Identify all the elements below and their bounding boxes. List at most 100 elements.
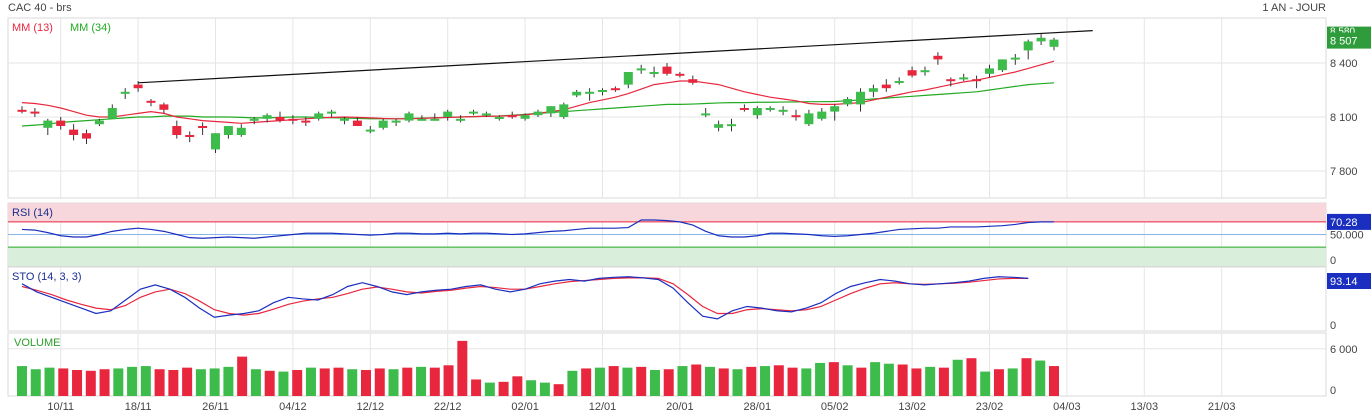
volume-bar <box>99 369 110 396</box>
candle-body <box>959 77 969 80</box>
volume-label: VOLUME <box>14 337 60 349</box>
candle-body <box>211 133 220 150</box>
volume-bar <box>361 370 371 396</box>
volume-bar <box>952 359 963 396</box>
candle-body <box>778 109 788 112</box>
candle-body <box>481 113 491 116</box>
volume-bar <box>828 362 839 396</box>
price-hidden-badge <box>1327 26 1371 37</box>
volume-bar <box>58 368 69 396</box>
volume-bar <box>815 362 826 396</box>
candle-body <box>378 120 388 128</box>
candle-body <box>856 91 865 105</box>
candle-body <box>649 72 659 74</box>
candle-body <box>610 88 620 91</box>
candle-body <box>249 118 259 121</box>
candle-body <box>340 118 349 121</box>
sto-label: STO (14, 3, 3) <box>12 271 82 283</box>
candle-body <box>275 117 285 121</box>
candle-body <box>430 118 440 121</box>
volume-bar <box>883 363 894 396</box>
candle-body <box>946 79 956 82</box>
candle-body <box>933 55 943 60</box>
candle-body <box>520 115 530 119</box>
volume-bar <box>498 381 509 396</box>
volume-bar <box>168 370 179 396</box>
volume-y-tick: 6 000 <box>1330 344 1358 356</box>
period-selector[interactable]: 1 AN - JOUR <box>1262 2 1326 14</box>
candle-body <box>223 126 233 135</box>
candle-body <box>185 135 195 137</box>
legend-ma13: MM (13) <box>12 22 53 34</box>
candle-body <box>494 117 504 119</box>
ma34-line <box>21 82 1055 127</box>
x-tick-label: 20/01 <box>666 401 694 413</box>
candle-body <box>198 126 208 128</box>
volume-bar <box>636 366 647 396</box>
price-last-value: 8 507 <box>1330 36 1358 48</box>
volume-bar <box>732 369 743 396</box>
volume-bar <box>581 368 592 396</box>
candle-body <box>314 113 324 119</box>
candle-body <box>985 68 994 74</box>
candle-body <box>752 108 762 116</box>
volume-bar <box>72 370 83 396</box>
candle-body <box>94 120 104 125</box>
volume-bar <box>663 369 674 396</box>
volume-bar <box>443 365 454 396</box>
candle-body <box>688 79 698 83</box>
candle-body <box>997 59 1007 71</box>
volume-bar <box>429 367 440 396</box>
rsi-line <box>21 219 1054 239</box>
volume-bar <box>870 362 881 396</box>
volume-bar <box>292 370 303 396</box>
volume-bar <box>319 368 330 396</box>
volume-bar <box>264 370 275 396</box>
sto-y-tick: 0 <box>1330 320 1336 332</box>
candle-body <box>727 124 736 127</box>
volume-bar <box>718 368 729 396</box>
volume-bar <box>773 365 784 396</box>
rsi-y-tick: 50.000 <box>1330 230 1364 242</box>
candle-body <box>17 109 27 112</box>
x-tick-label: 28/01 <box>744 401 772 413</box>
volume-y-tick: 0 <box>1330 385 1336 397</box>
panel-frame-sto <box>7 266 1327 332</box>
candle-body <box>69 129 79 135</box>
panel-frame-price <box>7 17 1327 199</box>
candle-body <box>159 104 169 110</box>
volume-bar <box>1049 366 1059 396</box>
volume-bar <box>1021 358 1032 396</box>
volume-bar <box>938 367 949 396</box>
x-tick-label: 02/01 <box>511 401 539 413</box>
trend-line <box>138 30 1093 84</box>
candle-body <box>469 111 478 114</box>
volume-bar <box>388 369 399 396</box>
volume-bar <box>250 369 261 396</box>
candle-body <box>585 91 595 94</box>
candle-body <box>120 91 130 94</box>
candle-body <box>301 120 311 123</box>
candle-body <box>404 113 414 121</box>
candle-body <box>172 126 182 135</box>
candle-body <box>714 124 724 128</box>
candle-body <box>765 108 775 110</box>
volume-bar <box>897 364 908 396</box>
volume-bar <box>993 369 1004 396</box>
volume-bar <box>402 367 413 396</box>
volume-bar <box>1035 360 1046 396</box>
rsi-label: RSI (14) <box>12 207 53 219</box>
rsi-y-tick: 0 <box>1330 255 1336 267</box>
volume-bar <box>471 379 482 396</box>
volume-bar <box>966 358 977 396</box>
x-tick-label: 18/11 <box>125 401 152 413</box>
candle-body <box>804 113 814 125</box>
volume-bar <box>553 384 564 396</box>
candle-body <box>327 111 337 114</box>
x-tick-label: 10/11 <box>47 401 74 413</box>
candle-body <box>791 115 801 118</box>
x-tick-label: 22/12 <box>434 401 462 413</box>
candle-body <box>1049 39 1059 47</box>
rsi-oversold-band <box>8 247 1326 266</box>
